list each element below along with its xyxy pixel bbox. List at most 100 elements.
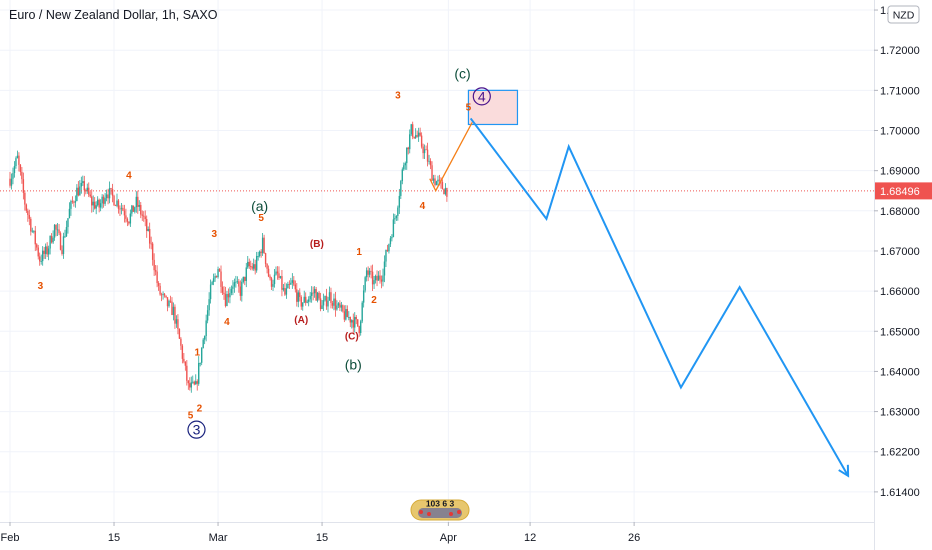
candle-body bbox=[307, 299, 310, 302]
candle-body bbox=[409, 134, 411, 150]
tradingview-logo[interactable]: 103 6 3 bbox=[410, 499, 470, 521]
ytick-label: 1.62200 bbox=[880, 447, 920, 459]
orange-wave-path[interactable] bbox=[429, 122, 473, 193]
candle-body bbox=[230, 288, 233, 294]
candle-body bbox=[367, 270, 369, 275]
candle-body bbox=[40, 261, 42, 262]
wave-label: (c) bbox=[454, 65, 470, 81]
chart-title: Euro / New Zealand Dollar, 1h, SAXO bbox=[9, 8, 218, 22]
candle-body bbox=[299, 292, 301, 298]
wave-label: 3 bbox=[38, 281, 44, 292]
logo-text: 103 6 3 bbox=[426, 499, 455, 509]
wave-label: (A) bbox=[294, 315, 308, 326]
candle-body bbox=[59, 233, 62, 250]
candle-body bbox=[171, 301, 173, 315]
current-price-value: 1.68496 bbox=[880, 186, 920, 198]
target-zone-box[interactable] bbox=[467, 89, 519, 126]
ytick-label: 1.71000 bbox=[880, 85, 920, 97]
candle-body bbox=[177, 319, 179, 329]
candle-body bbox=[41, 250, 44, 262]
candle-body bbox=[245, 267, 247, 281]
candle-body bbox=[110, 188, 112, 190]
candle-body bbox=[361, 302, 363, 322]
candle-body bbox=[397, 207, 399, 216]
ytick-label: 1.68000 bbox=[880, 206, 920, 218]
candle-body bbox=[214, 276, 216, 279]
wave-label: 3 bbox=[212, 229, 218, 240]
candle-body bbox=[373, 280, 375, 285]
candle-body bbox=[144, 216, 146, 220]
candle-body bbox=[43, 250, 45, 254]
ytick-label: 1.64000 bbox=[880, 366, 920, 378]
candle-body bbox=[443, 189, 445, 195]
ytick-label: 1.67000 bbox=[880, 246, 920, 258]
candle-body bbox=[296, 289, 298, 302]
candle-body bbox=[34, 230, 36, 245]
candle-body bbox=[203, 336, 206, 340]
candle-body bbox=[80, 182, 83, 187]
candle-body bbox=[153, 259, 155, 271]
candle-body bbox=[276, 271, 279, 274]
candle-body bbox=[244, 276, 246, 281]
candle-body bbox=[30, 218, 32, 232]
candle-body bbox=[392, 219, 395, 237]
candle-body bbox=[253, 264, 255, 269]
candle-body bbox=[302, 302, 304, 307]
candle-body bbox=[68, 208, 71, 219]
candle-body bbox=[154, 270, 157, 272]
candle-body bbox=[108, 188, 111, 199]
candle-body bbox=[89, 194, 91, 197]
candle-body bbox=[126, 218, 129, 222]
candle-body bbox=[348, 317, 350, 318]
candle-body bbox=[162, 293, 164, 295]
candle-body bbox=[364, 277, 366, 291]
candle-body bbox=[446, 188, 448, 197]
candle-body bbox=[229, 293, 231, 298]
candle-body bbox=[365, 270, 368, 278]
candle-body bbox=[163, 293, 166, 296]
candle-body bbox=[394, 218, 396, 220]
candle-body bbox=[315, 289, 317, 301]
candle-body bbox=[371, 271, 374, 285]
wave-label: (a) bbox=[251, 198, 268, 214]
candle-body bbox=[143, 215, 145, 217]
candle-body bbox=[306, 301, 308, 303]
candle-body bbox=[218, 269, 221, 272]
projection-path[interactable] bbox=[469, 117, 849, 477]
candle-body bbox=[46, 246, 48, 255]
candle-body bbox=[398, 195, 401, 208]
candle-body bbox=[293, 280, 295, 285]
wave-label: 5 bbox=[466, 102, 472, 113]
candle-body bbox=[337, 303, 340, 306]
candle-body bbox=[22, 179, 25, 193]
candle-body bbox=[368, 270, 371, 275]
candle-body bbox=[354, 316, 356, 328]
candle-body bbox=[212, 278, 215, 283]
candle-body bbox=[83, 181, 85, 191]
candle-body bbox=[389, 238, 392, 245]
candle-body bbox=[351, 320, 353, 323]
candle-body bbox=[374, 275, 377, 281]
wave-label: 4 bbox=[420, 201, 426, 212]
candle-body bbox=[55, 225, 57, 230]
candle-body bbox=[313, 289, 316, 294]
currency-badge[interactable]: NZD bbox=[887, 5, 920, 24]
candle-body bbox=[263, 237, 265, 254]
candle-body bbox=[267, 268, 270, 277]
candle-body bbox=[169, 300, 172, 302]
candle-body bbox=[391, 236, 393, 239]
candle-body bbox=[291, 280, 294, 283]
candle-body bbox=[198, 363, 200, 384]
candle-body bbox=[70, 201, 72, 209]
xtick-label: Mar bbox=[209, 532, 228, 544]
candle-body bbox=[184, 361, 187, 366]
candle-body bbox=[407, 147, 409, 150]
candle-body bbox=[156, 271, 158, 284]
circled-wave-label: 3 bbox=[193, 422, 201, 438]
candle-body bbox=[377, 275, 380, 281]
circled-wave-marker bbox=[472, 87, 491, 106]
candle-body bbox=[129, 213, 132, 224]
candle-body bbox=[278, 273, 280, 278]
candle-body bbox=[359, 321, 362, 334]
